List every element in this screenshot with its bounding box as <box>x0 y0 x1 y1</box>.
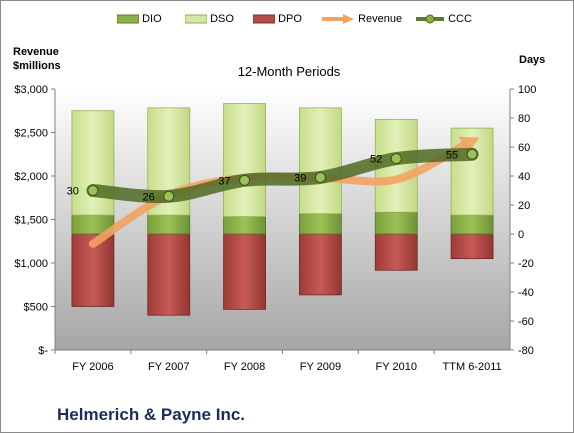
dso-bar <box>299 107 342 215</box>
left-tick-label: $2,500 <box>14 128 48 140</box>
left-axis-title-line-2: $millions <box>13 60 61 72</box>
dio-bar <box>450 214 494 235</box>
ccc-data-label: 26 <box>143 191 155 203</box>
legend-revenue-label: Revenue <box>358 13 403 25</box>
right-tick-label: 60 <box>518 142 530 154</box>
right-tick-label: 0 <box>518 229 524 241</box>
legend: DIO DSO DPO Revenue CCC <box>1 13 573 33</box>
dpo-bar <box>299 233 342 296</box>
ccc-point <box>239 174 251 186</box>
left-tick-label: $500 <box>24 302 48 314</box>
right-tick-label: 40 <box>518 171 530 183</box>
left-axis-title-line-1: Revenue <box>13 46 59 58</box>
right-tick-label: 80 <box>518 113 530 125</box>
dio-bar <box>147 214 191 235</box>
ccc-data-label: 55 <box>446 149 458 161</box>
left-tick-label: $1,500 <box>14 215 48 227</box>
x-tick-label: TTM 6-2011 <box>443 361 502 373</box>
left-tick-label: $- <box>38 345 48 357</box>
x-tick-label: FY 2008 <box>224 361 265 373</box>
legend-dio-label: DIO <box>142 13 162 25</box>
ccc-data-label: 39 <box>294 172 306 184</box>
left-tick-label: $2,000 <box>14 171 48 183</box>
legend-dio: DIO <box>116 13 162 25</box>
ccc-data-label: 52 <box>370 154 382 166</box>
ccc-point <box>466 148 478 160</box>
x-tick-label: FY 2007 <box>148 361 189 373</box>
ccc-line <box>86 147 479 204</box>
legend-ccc-swatch <box>416 14 444 24</box>
dio-bar <box>374 211 418 235</box>
dpo-bar <box>374 233 418 271</box>
ccc-point <box>163 190 175 202</box>
ticks-group: $- $500 $1,000 $1,500 $2,000 $2,500 $3,000 -80 -… <box>14 84 536 373</box>
ccc-point <box>87 185 99 196</box>
legend-revenue-swatch <box>322 14 354 25</box>
legend-dso: DSO <box>184 13 234 25</box>
legend-dpo: DPO <box>252 13 302 25</box>
ccc-point <box>314 171 326 183</box>
right-tick-label: -60 <box>518 316 534 328</box>
dso-bar <box>223 103 266 217</box>
right-axis-title: Days <box>519 54 545 66</box>
left-axis-title: Revenue $millions <box>13 46 62 72</box>
right-tick-label: -20 <box>518 258 534 270</box>
ccc-data-label: 30 <box>67 186 79 198</box>
legend-revenue: Revenue <box>321 13 402 25</box>
ccc-point <box>390 153 402 165</box>
chart-title: 12-Month Periods <box>238 64 341 79</box>
left-tick-label: $1,000 <box>14 258 48 270</box>
x-tick-label: FY 2006 <box>72 361 113 373</box>
dso-bar <box>71 110 115 216</box>
x-tick-label: FY 2009 <box>300 361 341 373</box>
legend-ccc: CCC <box>415 13 472 25</box>
revenue-arrowhead <box>458 136 480 155</box>
dio-bar <box>223 216 266 235</box>
dpo-bar <box>223 233 266 310</box>
chart-svg: $- $500 $1,000 $1,500 $2,000 $2,500 $3,000 -80 -… <box>13 46 545 373</box>
ccc-data-label: 37 <box>218 175 230 187</box>
right-tick-label: -80 <box>518 345 534 357</box>
x-tick-label: FY 2010 <box>376 361 417 373</box>
company-name: Helmerich & Payne Inc. <box>57 405 246 424</box>
dpo-bar <box>450 233 494 260</box>
legend-dpo-label: DPO <box>278 13 302 25</box>
dio-bar <box>299 213 342 235</box>
left-tick-label: $3,000 <box>14 84 48 96</box>
lines-group: 30 26 37 39 52 55 <box>67 136 480 248</box>
dpo-bar <box>147 233 191 316</box>
right-tick-label: 100 <box>518 84 536 96</box>
right-tick-label: 20 <box>518 200 530 212</box>
bars-group <box>71 103 494 316</box>
legend-dso-label: DSO <box>210 13 234 25</box>
legend-ccc-label: CCC <box>448 13 472 25</box>
right-tick-label: -40 <box>518 287 534 299</box>
